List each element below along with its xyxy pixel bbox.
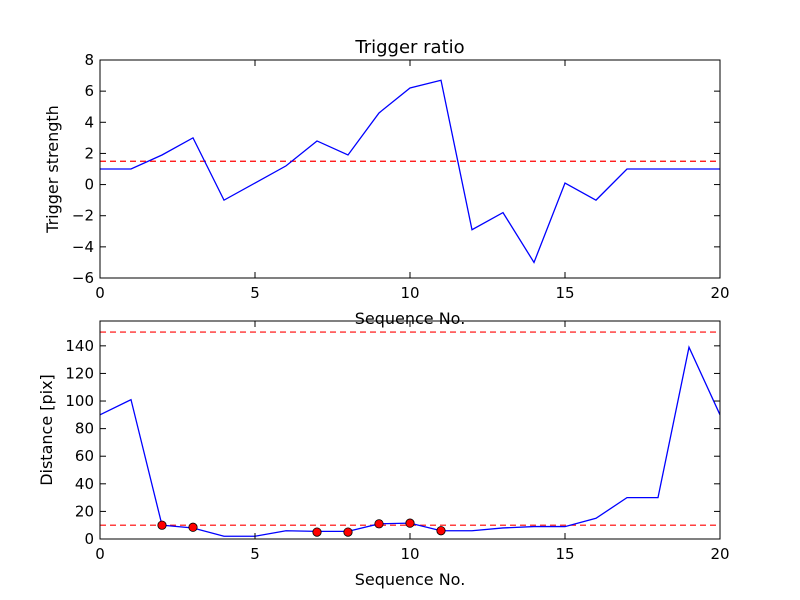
x-axis-ticks: 0 5 10 15 20 [95, 60, 730, 302]
distance-plot: 0 5 10 15 20 0 20 40 60 80 100 120 140 Sequence No.… [37, 320, 730, 589]
x-tick-label: 0 [95, 284, 105, 302]
y-axis-label: Trigger strength [43, 105, 62, 234]
y-axis-ticks: −6 −4 −2 0 2 4 6 8 [72, 51, 720, 287]
y-tick-label: −2 [72, 207, 94, 225]
y-tick-label: 0 [84, 176, 94, 194]
x-tick-label: 10 [400, 545, 419, 563]
data-point [343, 527, 353, 537]
x-axis-label: Sequence No. [355, 570, 466, 589]
y-tick-label: 100 [65, 392, 94, 410]
data-series [100, 79, 720, 264]
data-point [157, 520, 167, 530]
marker-points [157, 518, 446, 537]
x-tick-label: 5 [250, 545, 260, 563]
plot-frame [99, 320, 721, 540]
data-point [374, 519, 384, 529]
y-tick-label: 60 [75, 447, 94, 465]
y-tick-label: 40 [75, 475, 94, 493]
y-tick-label: 80 [75, 420, 94, 438]
y-tick-label: 6 [84, 82, 94, 100]
data-point [312, 527, 322, 537]
y-tick-label: −4 [72, 238, 94, 256]
x-tick-label: 20 [710, 284, 729, 302]
x-tick-label: 20 [710, 545, 729, 563]
chart-title: Trigger ratio [354, 37, 464, 58]
y-tick-label: 140 [65, 337, 94, 355]
data-point [436, 526, 446, 536]
x-tick-label: 15 [555, 284, 574, 302]
y-tick-label: 0 [84, 530, 94, 548]
y-tick-label: 8 [84, 51, 94, 69]
y-axis-ticks: 0 20 40 60 80 100 120 140 [65, 337, 720, 548]
y-tick-label: 20 [75, 502, 94, 520]
x-tick-label: 0 [95, 545, 105, 563]
x-tick-label: 10 [400, 284, 419, 302]
y-tick-label: 120 [65, 364, 94, 382]
x-axis-label: Sequence No. [355, 309, 466, 328]
x-tick-label: 15 [555, 545, 574, 563]
y-axis-label: Distance [pix] [37, 374, 56, 486]
y-tick-label: 4 [84, 113, 94, 131]
data-point [188, 522, 198, 532]
series-line [100, 79, 720, 264]
trigger-strength-plot: Trigger ratio 0 5 10 15 20 −6 −4 −2 0 2 4 6 8 Seque… [43, 37, 730, 328]
data-point [405, 518, 415, 528]
x-axis-ticks: 0 5 10 15 20 [95, 321, 730, 563]
x-tick-label: 5 [250, 284, 260, 302]
y-tick-label: −6 [72, 269, 94, 287]
y-tick-label: 2 [84, 144, 94, 162]
